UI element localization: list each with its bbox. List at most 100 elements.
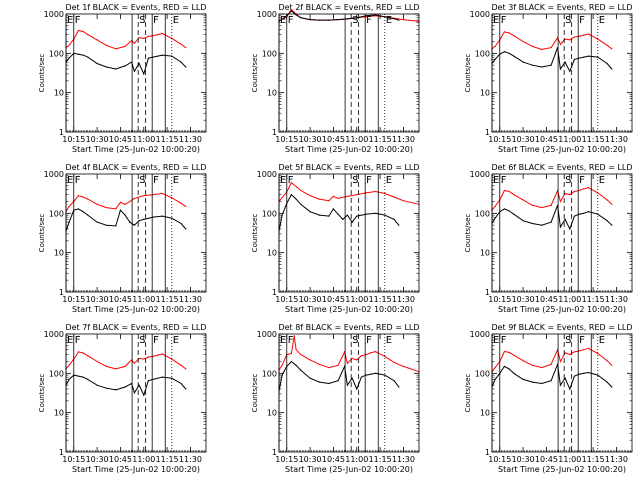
lld-data-point	[522, 360, 524, 362]
lld-data-point	[370, 352, 372, 354]
events-data-point	[578, 57, 580, 59]
events-data-point	[611, 68, 613, 70]
panel-title: Det 4f BLACK = Events, RED = LLD	[65, 163, 206, 172]
time-marker-label: E	[493, 15, 499, 26]
y-tick-label: 1	[485, 448, 490, 457]
events-data-point	[513, 55, 515, 57]
events-data-point	[105, 66, 107, 68]
time-marker-label: S	[565, 335, 571, 346]
lld-data-point	[559, 360, 562, 363]
events-data-point	[143, 394, 145, 396]
events-data-point	[180, 222, 182, 225]
lld-data-point	[133, 362, 135, 364]
time-marker-label: F	[153, 15, 159, 26]
events-data-point	[398, 19, 400, 21]
x-tick-label: 10:30	[299, 455, 322, 464]
x-tick-label: 10:15	[488, 455, 511, 464]
lld-data-point	[87, 34, 89, 36]
lld-data-point	[138, 37, 140, 39]
events-data-point	[569, 228, 571, 230]
x-axis-label: Start Time (25-Jun-02 10:00:20)	[72, 145, 200, 154]
panel-title: Det 5f BLACK = Events, RED = LLD	[278, 163, 419, 172]
events-data-point	[508, 52, 510, 54]
events-data-point	[573, 375, 576, 377]
events-data-point	[559, 226, 562, 228]
y-tick-label: 10	[54, 409, 64, 418]
lld-data-point	[531, 45, 534, 48]
lld-data-point	[115, 48, 117, 50]
time-marker-label: F	[288, 175, 294, 186]
lld-data-point	[161, 192, 163, 195]
events-data-point	[147, 57, 149, 59]
y-tick-label: 100	[475, 49, 490, 58]
y-tick-label: 10	[54, 89, 64, 98]
lld-data-point	[133, 197, 135, 199]
events-series-line	[491, 205, 613, 231]
x-tick-label: 10:45	[535, 295, 558, 304]
x-tick-label: 10:15	[488, 135, 511, 144]
lld-data-point	[115, 208, 117, 210]
lld-data-point	[541, 367, 543, 369]
lld-data-point	[573, 190, 576, 193]
y-tick-label: 1	[485, 128, 490, 137]
lld-series-line	[491, 187, 613, 211]
lld-data-point	[309, 195, 311, 197]
events-data-point	[393, 380, 395, 382]
lld-data-point	[105, 44, 107, 46]
x-tick-label: 11:00	[132, 295, 155, 304]
lld-data-point	[564, 38, 566, 40]
time-marker-label: E	[280, 175, 286, 186]
x-tick-label: 11:00	[132, 455, 155, 464]
y-tick-label: 100	[262, 209, 277, 218]
lld-data-point	[138, 357, 140, 359]
lld-data-point	[550, 204, 552, 206]
x-axis-label: Start Time (25-Jun-02 10:00:20)	[285, 305, 413, 314]
events-data-point	[68, 57, 70, 59]
y-tick-label: 100	[475, 369, 490, 378]
lld-data-point	[290, 352, 292, 355]
events-data-point	[318, 381, 320, 383]
events-data-point	[569, 70, 571, 72]
lld-data-point	[318, 363, 320, 365]
lld-data-point	[77, 351, 79, 353]
lld-data-point	[281, 364, 283, 366]
events-data-point	[124, 214, 126, 216]
lld-data-point	[180, 202, 182, 204]
lld-data-point	[124, 45, 126, 48]
events-data-point	[597, 374, 599, 376]
events-data-point	[309, 211, 311, 213]
y-tick-label: 1	[272, 448, 277, 457]
events-data-point	[105, 387, 107, 389]
events-data-point	[384, 214, 386, 216]
plot-frame	[65, 173, 207, 293]
lld-series-line	[278, 335, 420, 374]
lld-data-point	[583, 34, 585, 36]
time-marker-label: F	[75, 335, 81, 346]
lld-data-point	[513, 354, 515, 356]
lld-data-point	[157, 34, 159, 36]
time-marker-label: E	[599, 335, 605, 346]
events-data-point	[541, 224, 543, 226]
events-data-point	[365, 374, 367, 376]
events-data-point	[606, 381, 608, 383]
lld-data-point	[152, 355, 154, 357]
y-tick-label: 1000	[470, 330, 490, 339]
time-marker-label: F	[75, 15, 81, 26]
time-marker-label: F	[501, 175, 507, 186]
events-data-point	[124, 65, 126, 67]
lld-data-point	[295, 349, 297, 351]
events-data-point	[171, 217, 173, 219]
lld-data-point	[147, 35, 149, 38]
y-tick-label: 1000	[44, 10, 64, 19]
events-data-point	[583, 372, 585, 374]
time-marker-label: E	[280, 15, 286, 26]
time-marker-label: F	[288, 15, 294, 26]
plot-frame	[278, 13, 420, 133]
events-data-point	[522, 61, 524, 63]
lld-data-point	[611, 203, 613, 205]
events-data-point	[573, 58, 576, 61]
x-tick-label: 11:30	[392, 295, 415, 304]
events-data-point	[587, 211, 590, 213]
y-axis-label: Counts/sec	[251, 214, 259, 253]
